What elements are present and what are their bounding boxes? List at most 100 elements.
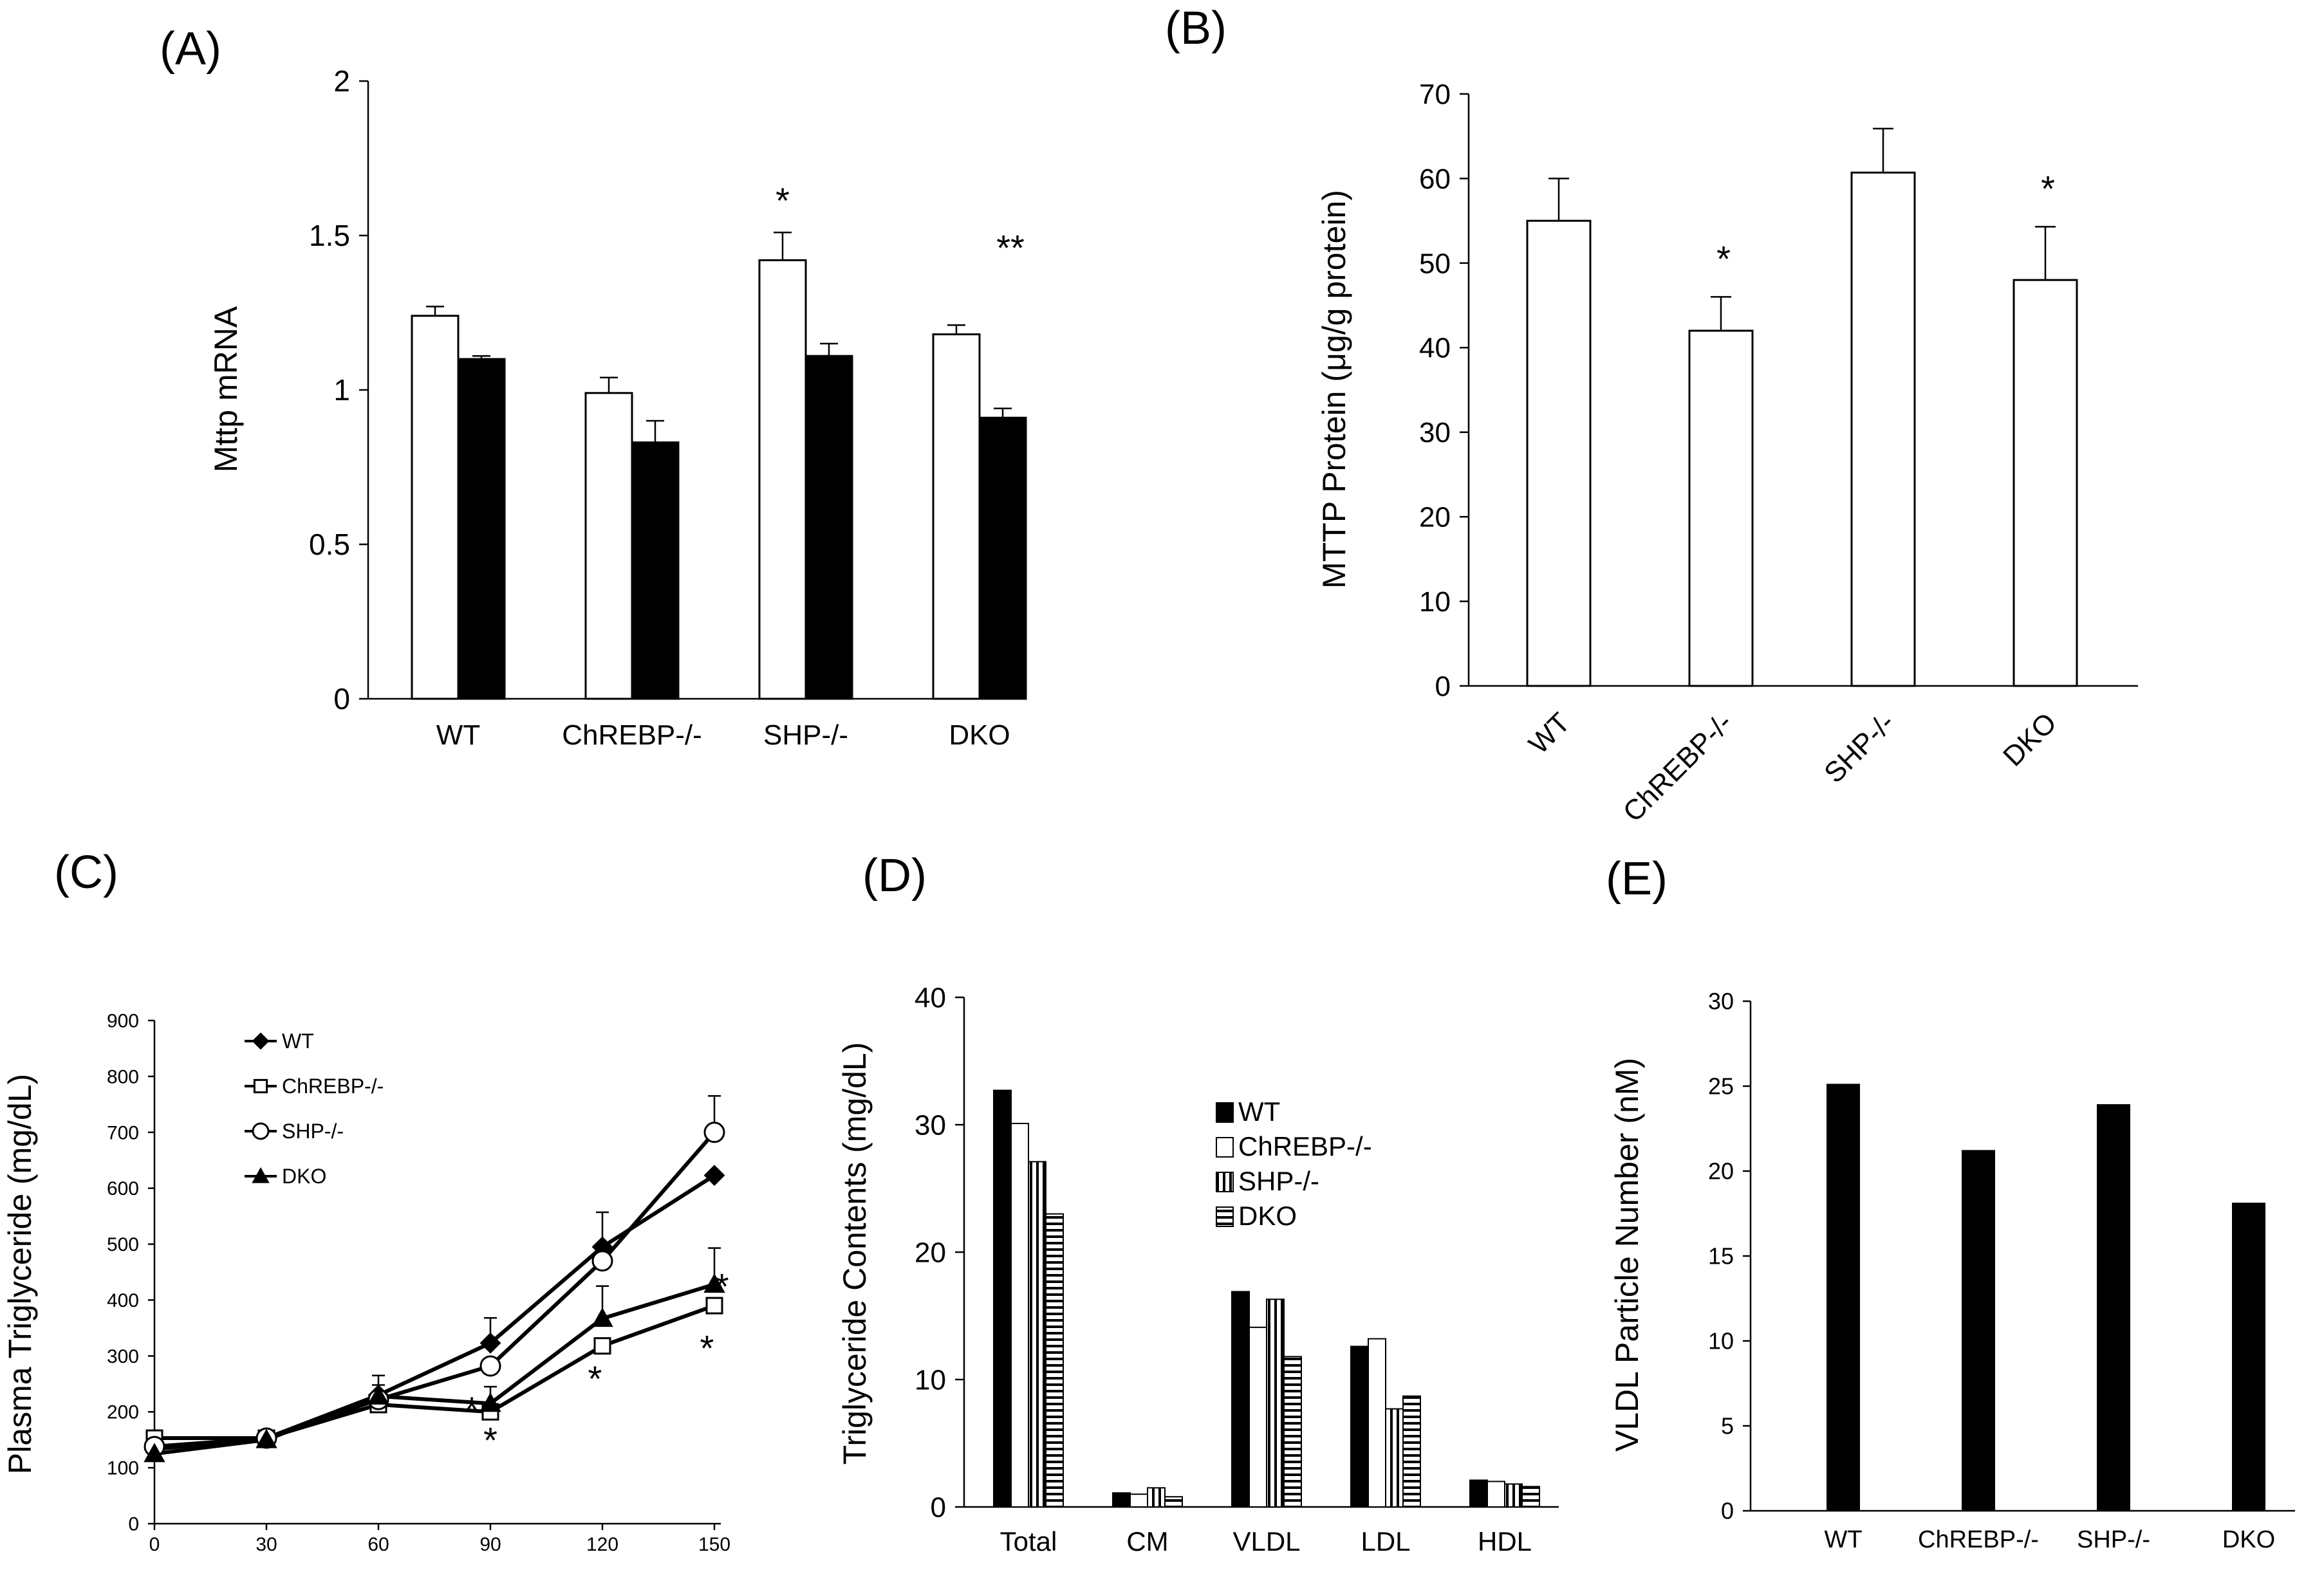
y-tick-label: 30 bbox=[1419, 417, 1451, 448]
bar bbox=[1688, 329, 1754, 687]
significance-marker: * bbox=[700, 1327, 714, 1368]
x-tick-label: LDL bbox=[1361, 1526, 1410, 1556]
significance-marker: * bbox=[1716, 238, 1731, 279]
y-axis-label: Triglyceride Contents (mg/dL) bbox=[837, 1042, 873, 1465]
y-tick-label: 100 bbox=[107, 1458, 139, 1479]
bar bbox=[1402, 1395, 1421, 1508]
bar bbox=[1147, 1487, 1166, 1508]
series-line bbox=[154, 1131, 716, 1449]
bar bbox=[1526, 219, 1592, 687]
y-tick-label: 25 bbox=[1708, 1073, 1734, 1100]
y-tick-label: 40 bbox=[915, 982, 946, 1013]
x-tick-label: 120 bbox=[586, 1534, 618, 1555]
y-tick-label: 10 bbox=[1419, 586, 1451, 618]
x-tick-label: 60 bbox=[367, 1534, 389, 1555]
y-tick-label: 0.5 bbox=[309, 528, 350, 561]
bar bbox=[1850, 171, 1916, 687]
y-tick-label: 1 bbox=[333, 373, 350, 407]
bar bbox=[2097, 1104, 2130, 1512]
chart-b-mttp-protein: 0 10 20 30 40 50 60 70 MTTP Protein (μg/g protei… bbox=[1316, 78, 2138, 828]
y-axis-label: MTTP Protein (μg/g protein) bbox=[1316, 190, 1352, 589]
significance-marker: * bbox=[776, 180, 790, 221]
y-tick-label: 50 bbox=[1419, 248, 1451, 279]
bar bbox=[1827, 1084, 1860, 1511]
panel-label-d: (D) bbox=[862, 850, 927, 901]
bar bbox=[758, 259, 807, 700]
legend-marker bbox=[252, 1122, 270, 1140]
y-tick-label: 60 bbox=[1419, 163, 1451, 195]
data-point bbox=[591, 1250, 613, 1272]
legend-label: SHP-/- bbox=[1238, 1166, 1319, 1196]
y-tick-label: 800 bbox=[107, 1066, 139, 1087]
y-tick-label: 0 bbox=[931, 1492, 946, 1523]
bar bbox=[1350, 1345, 1369, 1508]
bar bbox=[1045, 1213, 1064, 1508]
bar bbox=[411, 315, 460, 700]
significance-marker: * bbox=[715, 1266, 729, 1307]
bar bbox=[631, 441, 680, 700]
legend-swatch bbox=[1216, 1206, 1234, 1227]
bar bbox=[993, 1089, 1012, 1508]
y-tick-label: 0 bbox=[128, 1514, 139, 1535]
data-point bbox=[591, 1307, 613, 1327]
x-tick-label: ChREBP-/- bbox=[562, 719, 702, 751]
y-tick-label: 5 bbox=[1721, 1413, 1734, 1439]
x-tick-label: WT bbox=[436, 719, 480, 751]
bar bbox=[1487, 1481, 1505, 1508]
x-tick-label: 0 bbox=[149, 1534, 160, 1555]
x-tick-label: VLDL bbox=[1232, 1526, 1300, 1556]
bar bbox=[1028, 1161, 1046, 1508]
bar bbox=[2013, 279, 2078, 687]
legend-label: SHP-/- bbox=[282, 1120, 344, 1143]
x-tick-label: 30 bbox=[256, 1534, 277, 1555]
x-tick-label: DKO bbox=[2222, 1526, 2275, 1553]
y-tick-label: 10 bbox=[1708, 1328, 1734, 1354]
significance-marker: * bbox=[465, 1389, 479, 1430]
data-point bbox=[705, 1297, 723, 1315]
y-tick-label: 300 bbox=[107, 1346, 139, 1367]
legend-label: ChREBP-/- bbox=[1238, 1131, 1372, 1161]
y-tick-label: 10 bbox=[915, 1364, 946, 1396]
y-tick-label: 30 bbox=[915, 1109, 946, 1141]
y-tick-label: 30 bbox=[1708, 988, 1734, 1015]
series-line bbox=[154, 1282, 715, 1456]
chart-d-triglyceride-contents: 0 10 20 30 40 Triglyceride Contents (mg/dL) To… bbox=[837, 982, 1559, 1556]
bar bbox=[1368, 1338, 1386, 1508]
y-tick-label: 400 bbox=[107, 1290, 139, 1311]
bar bbox=[804, 355, 853, 700]
x-tick-label: 150 bbox=[698, 1534, 730, 1555]
significance-marker: * bbox=[588, 1358, 602, 1399]
data-point bbox=[479, 1355, 501, 1377]
bar bbox=[1469, 1479, 1488, 1508]
bar bbox=[584, 392, 633, 700]
significance-marker: * bbox=[483, 1420, 497, 1461]
x-tick-label: CM bbox=[1126, 1526, 1168, 1556]
x-tick-label: Total bbox=[1000, 1526, 1057, 1556]
y-tick-label: 2 bbox=[333, 64, 350, 98]
bar bbox=[1962, 1150, 1995, 1511]
bar bbox=[1266, 1298, 1285, 1508]
y-axis-label: Mttp mRNA bbox=[208, 306, 244, 472]
bar bbox=[1521, 1486, 1540, 1508]
data-point bbox=[703, 1273, 725, 1293]
panel-label-b: (B) bbox=[1165, 3, 1227, 54]
x-tick-label: 90 bbox=[479, 1534, 501, 1555]
y-tick-label: 40 bbox=[1419, 333, 1451, 364]
legend-swatch bbox=[1216, 1102, 1234, 1123]
legend-swatch bbox=[1216, 1172, 1234, 1192]
significance-marker: * bbox=[2041, 168, 2055, 208]
bar bbox=[1129, 1493, 1148, 1508]
x-tick-label: SHP-/- bbox=[2077, 1526, 2150, 1553]
legend-marker bbox=[253, 1078, 268, 1094]
legend-label: ChREBP-/- bbox=[282, 1075, 384, 1098]
legend-label: WT bbox=[1238, 1096, 1280, 1127]
bar bbox=[1249, 1326, 1267, 1508]
x-tick-label: WT bbox=[1523, 706, 1576, 760]
y-axis-label: Plasma Triglyceride (mg/dL) bbox=[2, 1074, 38, 1474]
bar bbox=[1283, 1356, 1302, 1508]
y-tick-label: 200 bbox=[107, 1402, 139, 1423]
legend-label: DKO bbox=[1238, 1201, 1297, 1231]
bar bbox=[1010, 1123, 1029, 1508]
